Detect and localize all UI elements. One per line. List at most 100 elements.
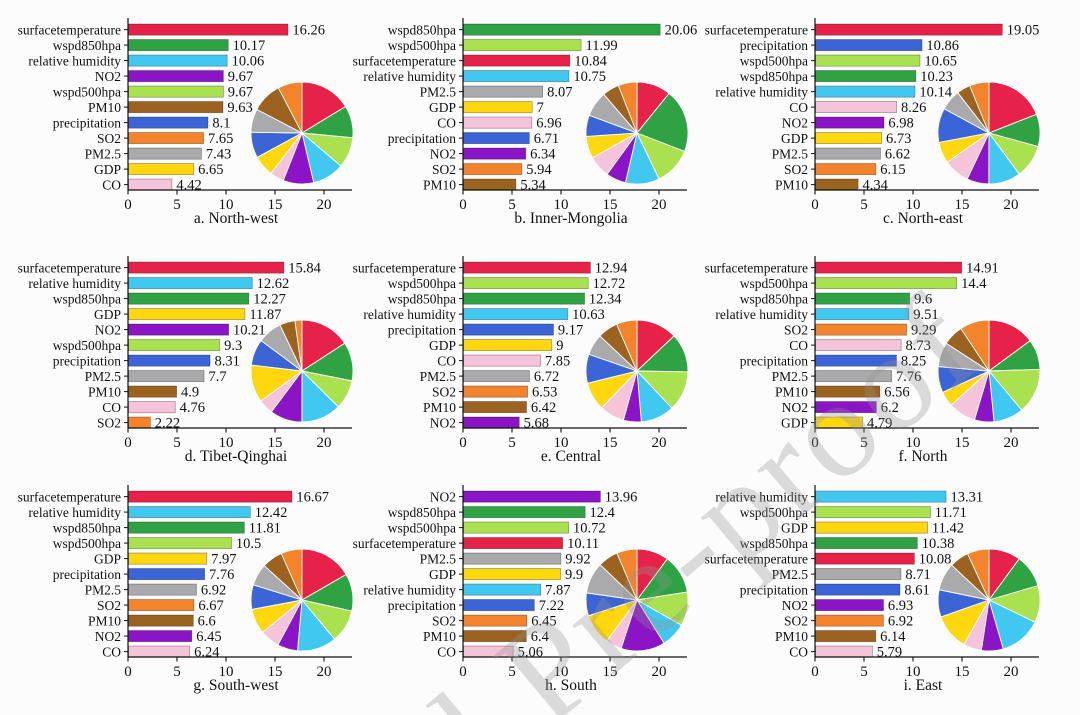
x-tick-label: 0 [811,435,819,451]
bar-CO [815,339,902,352]
bar-label: SO2 [784,162,808,177]
x-tick-label: 0 [124,664,132,680]
bar-value: 15.84 [288,261,321,277]
bar-label: NO2 [782,115,808,130]
bar-value: 4.76 [180,400,205,416]
bar-relative humidity [128,54,228,67]
bar-wspd500hpa [463,521,570,534]
pie-slice-SO2 [616,548,638,601]
pie-slice-surfacetemperature [301,81,347,134]
bar-GDP [128,163,195,176]
bar-label: PM10 [88,384,121,399]
bar-label: PM2.5 [85,582,122,597]
bar-label: relative humidity [363,582,456,597]
bar-SO2 [463,163,523,176]
pie-slice-SO2 [280,548,303,601]
bar-wspd500hpa [463,277,589,290]
bar-value: 7.76 [896,369,921,385]
bar-value: 12.72 [593,276,626,292]
x-tick-label: 0 [459,197,467,213]
bar-value: 8.31 [214,354,239,370]
bar-label: PM2.5 [772,146,809,161]
bar-surfacetemperature [128,261,285,274]
bar-PM2.5 [128,147,202,160]
bar-value: 6.2 [881,400,899,416]
pie-slice-surfacetemperature [988,319,1031,372]
x-tick-label: 20 [317,435,332,451]
bar-value: 5.68 [524,416,549,432]
subplot-caption: h. South [545,677,597,694]
bar-value: 5.94 [526,162,552,178]
bar-value: 7.97 [211,552,236,568]
bar-value: 12.42 [255,505,288,521]
bar-label: GDP [781,415,808,430]
bar-GDP [463,101,533,114]
bar-value: 9.17 [558,323,583,339]
bar-NO2 [815,116,885,129]
bar-PM2.5 [463,370,530,383]
bar-value: 10.17 [233,38,266,54]
x-tick-label: 15 [603,435,618,451]
bar-label: PM2.5 [772,369,809,384]
x-tick-label: 5 [173,197,181,213]
bar-label: PM10 [423,629,456,644]
bar-wspd850hpa [128,39,229,52]
x-tick-label: 15 [955,435,970,451]
bar-value: 9.9 [565,567,583,583]
bar-GDP [815,521,928,534]
bar-value: 12.4 [590,505,616,521]
bar-value: 10.75 [573,69,606,85]
pie-slice-SO2 [294,319,303,372]
bar-label: PM2.5 [772,567,809,582]
bar-label: PM2.5 [420,84,457,99]
pie-slice-SO2 [966,548,990,601]
bar-wspd850hpa [815,70,917,83]
bar-label: wspd850hpa [53,291,121,306]
bar-label: wspd500hpa [740,276,808,291]
pie-slice-surfacetemperature [988,81,1038,134]
bar-label: GDP [94,307,121,322]
bar-label: surfacetemperature [353,53,456,68]
subplot-c: surfacetemperature 19.05 precipitation 10.8… [705,18,1041,227]
bar-relative humidity [815,308,910,321]
bar-value: 6.15 [880,162,905,178]
bar-value: 7.7 [208,369,226,385]
bar-label: wspd500hpa [53,84,121,99]
bar-label: wspd850hpa [53,38,121,53]
bar-value: 6.73 [886,131,911,147]
pie-chart-a [250,81,354,185]
bar-value: 7.87 [545,583,570,599]
bar-value: 9.67 [228,69,253,85]
bar-label: relative humidity [28,53,121,68]
bar-value: 12.34 [589,292,622,308]
bar-PM10 [463,630,527,643]
x-tick-label: 20 [1004,435,1019,451]
bar-PM2.5 [463,552,562,565]
bar-NO2 [463,147,527,160]
bar-value: 8.73 [906,338,931,354]
bar-value: 6.92 [201,583,226,599]
bar-value: 9.63 [227,100,252,116]
bar-label: NO2 [430,146,456,161]
bar-wspd500hpa [128,537,232,550]
bar-label: relative humidity [363,307,456,322]
bar-relative humidity [128,506,251,519]
bar-precipitation [815,583,901,596]
bar-value: 19.05 [1007,23,1040,39]
bar-value: 10.06 [232,54,265,70]
x-tick-label: 0 [459,664,467,680]
bar-label: CO [102,400,121,415]
bar-NO2 [463,490,601,503]
x-tick-label: 5 [508,435,516,451]
subplot-caption: d. Tibet-Qinghai [185,448,288,465]
bar-value: 11.71 [935,505,967,521]
x-tick-label: 10 [906,664,921,680]
x-tick-label: 20 [652,197,667,213]
bar-label: SO2 [97,415,121,430]
bar-wspd500hpa [815,506,931,519]
bar-value: 10.72 [573,521,606,537]
bar-NO2 [128,323,230,336]
bar-value: 6.56 [884,385,909,401]
bar-value: 13.31 [950,490,983,506]
